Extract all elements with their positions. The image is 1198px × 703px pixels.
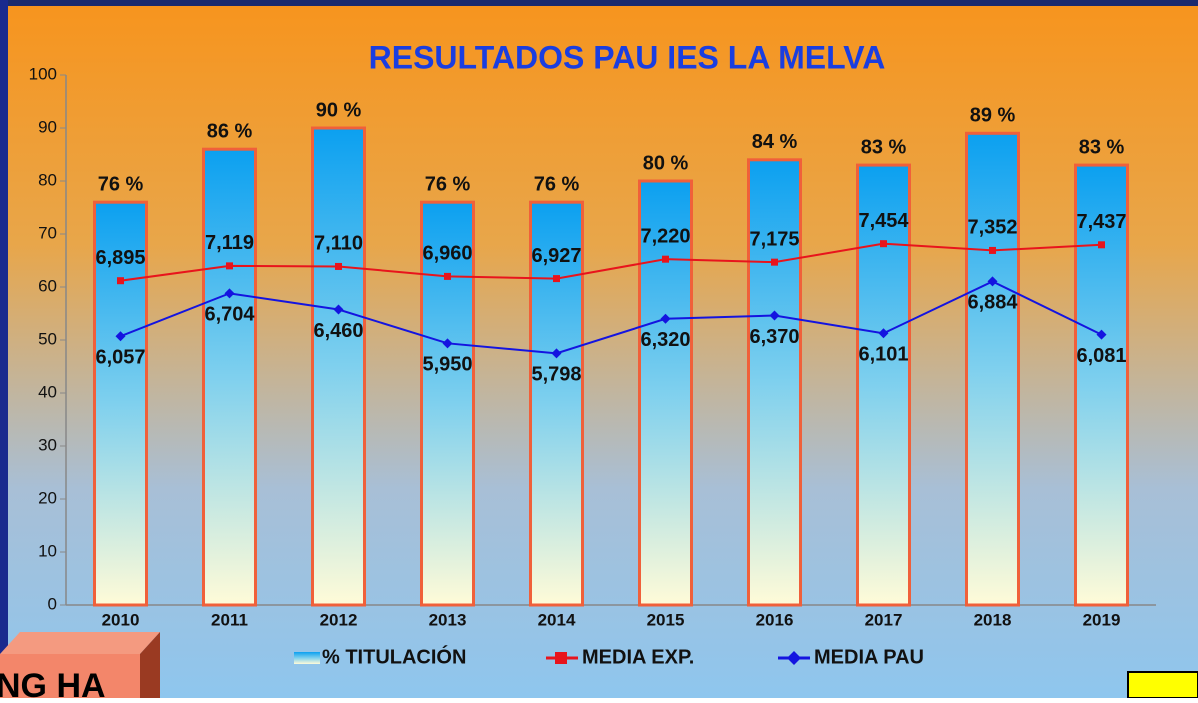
point-label: 7,437 [1076, 211, 1126, 233]
legend-swatch [294, 652, 320, 664]
point-label: 6,057 [95, 347, 145, 369]
marker [335, 263, 342, 270]
y-tick-label: 70 [38, 223, 57, 242]
yellow-box [1128, 672, 1198, 698]
marker [771, 259, 778, 266]
x-tick-label: 2010 [102, 610, 140, 629]
point-label: 6,101 [858, 344, 908, 366]
bar-label: 84 % [752, 131, 798, 153]
legend-label: MEDIA EXP. [582, 646, 694, 668]
legend-label: MEDIA PAU [814, 646, 924, 668]
legend-marker [555, 652, 567, 664]
left-frame [0, 0, 8, 698]
point-label: 7,119 [205, 232, 254, 254]
point-label: 6,895 [95, 247, 145, 269]
point-label: 6,370 [749, 326, 799, 348]
marker [880, 240, 887, 247]
y-tick-label: 20 [38, 488, 57, 507]
y-tick-label: 0 [48, 594, 57, 613]
chart-title: RESULTADOS PAU IES LA MELVA [369, 39, 886, 75]
bar-label: 80 % [643, 152, 689, 174]
bar-label: 86 % [207, 120, 253, 142]
marker [662, 256, 669, 263]
bar [313, 128, 365, 605]
bar [967, 133, 1019, 605]
marker [444, 273, 451, 280]
point-label: 7,175 [749, 228, 799, 250]
y-tick-label: 30 [38, 435, 57, 454]
y-tick-label: 40 [38, 382, 57, 401]
point-label: 6,704 [204, 304, 255, 326]
chart: RESULTADOS PAU IES LA MELVA 0 10 20 30 40 50 6… [0, 0, 1198, 698]
x-tick-label: 2018 [974, 610, 1012, 629]
overlay-box: NG HA [0, 632, 160, 698]
x-tick-label: 2012 [320, 610, 358, 629]
point-label: 5,798 [531, 364, 581, 386]
legend-label: % TITULACIÓN [322, 644, 466, 668]
y-tick-label: 60 [38, 276, 57, 295]
point-label: 6,927 [531, 245, 581, 267]
x-tick-label: 2014 [538, 610, 576, 629]
point-label: 7,110 [314, 233, 363, 255]
marker [1098, 241, 1105, 248]
point-label: 7,454 [858, 210, 909, 232]
bar-label: 76 % [534, 173, 580, 195]
point-label: 6,960 [422, 243, 472, 265]
y-tick-label: 50 [38, 329, 57, 348]
x-tick-label: 2017 [865, 610, 903, 629]
bar-label: 83 % [861, 136, 907, 158]
x-tick-label: 2016 [756, 610, 794, 629]
bar [204, 149, 256, 605]
point-label: 7,220 [640, 225, 690, 247]
point-label: 6,081 [1076, 345, 1126, 367]
y-tick-label: 80 [38, 170, 57, 189]
y-tick-label: 90 [38, 117, 57, 136]
bar [749, 160, 801, 605]
bar-label: 76 % [425, 173, 471, 195]
point-label: 5,950 [422, 354, 472, 376]
point-label: 7,352 [967, 217, 1017, 239]
x-tick-label: 2013 [429, 610, 467, 629]
bar-label: 76 % [98, 173, 144, 195]
point-label: 6,884 [967, 292, 1018, 314]
point-label: 6,320 [640, 329, 690, 351]
marker [989, 247, 996, 254]
bar-label: 83 % [1079, 136, 1125, 158]
marker [117, 277, 124, 284]
bar-label: 90 % [316, 99, 362, 121]
x-tick-label: 2011 [211, 610, 248, 629]
overlay-text: NG HA [0, 667, 106, 698]
marker [553, 275, 560, 282]
x-tick-label: 2019 [1083, 610, 1121, 629]
y-tick-label: 100 [29, 64, 57, 83]
marker [226, 262, 233, 269]
bar-label: 89 % [970, 105, 1016, 127]
y-tick-label: 10 [38, 541, 57, 560]
x-tick-label: 2015 [647, 610, 685, 629]
top-frame [0, 0, 1198, 6]
point-label: 6,460 [313, 320, 363, 342]
